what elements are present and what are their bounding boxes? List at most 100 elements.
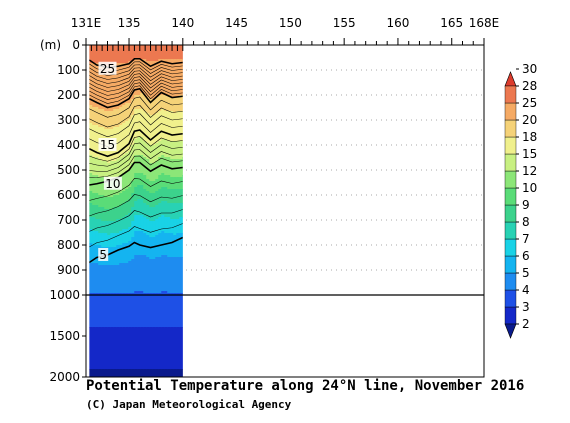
field-cell: [122, 63, 126, 106]
isotherm-thin: [89, 96, 183, 118]
field-cell: [137, 173, 141, 186]
field-cell: [122, 369, 126, 377]
field-cell: [98, 159, 102, 178]
field-cell: [119, 63, 123, 108]
field-cell: [161, 139, 165, 156]
colorbar-swatch: [504, 136, 517, 155]
field-cell: [113, 247, 117, 266]
field-cell: [134, 95, 138, 110]
field-cell: [98, 265, 102, 294]
field-cell: [158, 59, 162, 96]
field-cell: [134, 45, 138, 60]
field-cell: [89, 45, 93, 64]
field-cell: [182, 45, 183, 60]
colorbar-label: 3: [522, 300, 530, 314]
field-cell: [116, 327, 120, 370]
field-cell: [110, 293, 114, 328]
field-cell: [173, 45, 177, 60]
field-cell: [113, 195, 117, 208]
field-cell: [170, 257, 174, 294]
field-cell: [155, 219, 159, 236]
field-cell: [134, 201, 138, 216]
y-tick-label: 800: [57, 238, 80, 252]
field-cell: [128, 61, 132, 104]
field-cell: [95, 45, 99, 64]
x-tick-label: 160: [386, 16, 409, 30]
field-cell: [95, 245, 99, 264]
field-cell: [92, 327, 96, 370]
field-cell: [101, 221, 105, 234]
field-cell: [104, 293, 108, 328]
field-cell: [146, 143, 150, 160]
field-cell: [140, 231, 144, 256]
isotherm-thin: [89, 149, 183, 172]
field-cell: [182, 293, 183, 328]
field-cell: [119, 107, 123, 126]
field-cell: [182, 203, 183, 218]
field-cell: [98, 293, 102, 328]
field-cell: [161, 45, 165, 60]
field-cell: [161, 95, 165, 110]
field-cell: [95, 231, 99, 246]
isotherm-thin: [89, 136, 183, 162]
colorbar-swatch: [504, 170, 517, 189]
field-cell: [119, 293, 123, 328]
colorbar-label: 5: [522, 266, 530, 280]
field-cell: [92, 157, 96, 176]
field-cell: [152, 207, 156, 222]
field-cell: [122, 293, 126, 328]
field-cell: [113, 207, 117, 222]
field-cell: [125, 63, 129, 104]
field-cell: [104, 45, 108, 66]
field-cell: [164, 369, 168, 377]
field-cell: [155, 205, 159, 220]
field-cell: [164, 201, 168, 218]
colorbar-label: 8: [522, 215, 530, 229]
field-cell: [113, 161, 117, 180]
plot-border: [85, 44, 485, 378]
field-cell: [170, 219, 174, 234]
field-cell: [119, 369, 123, 377]
field-cell: [101, 161, 105, 178]
field-cell: [122, 191, 126, 204]
field-cell: [155, 191, 159, 206]
field-cell: [131, 221, 135, 238]
field-cell: [182, 327, 183, 370]
field-cell: [128, 213, 132, 228]
field-cell: [104, 369, 108, 377]
field-cell: [119, 327, 123, 370]
field-cell: [104, 65, 108, 112]
field-cell: [173, 141, 177, 160]
field-cell: [140, 45, 144, 60]
field-cell: [149, 237, 153, 260]
field-cell: [116, 195, 120, 208]
field-cell: [119, 45, 123, 64]
field-cell: [155, 61, 159, 98]
isotherm-labels: 25 15 10 5: [98, 61, 122, 262]
field-cell: [158, 189, 162, 204]
field-cell: [101, 369, 105, 377]
field-cell: [134, 173, 138, 188]
field-cell: [131, 45, 135, 62]
field-cell: [143, 293, 147, 328]
field-cell: [170, 233, 174, 258]
field-cell: [176, 257, 180, 294]
field-cell: [137, 45, 141, 60]
colorbar-swatch: [504, 289, 517, 308]
field-cell: [152, 163, 156, 182]
field-cell: [122, 203, 126, 218]
field-cell: [98, 207, 102, 220]
field-cell: [107, 265, 111, 294]
field-cell: [119, 157, 123, 176]
field-cell: [164, 291, 168, 328]
field-cell: [95, 327, 99, 370]
field-cell: [146, 179, 150, 192]
field-cell: [146, 369, 150, 377]
field-cell: [122, 217, 126, 230]
field-cell: [182, 141, 183, 158]
field-cell: [116, 45, 120, 64]
field-cell: [179, 141, 183, 160]
field-cell: [158, 141, 162, 158]
field-cell: [128, 227, 132, 242]
y-axis: (m) 0 100 200 300 400 500 600 700 800 900 1000 1500 2…: [40, 38, 86, 384]
